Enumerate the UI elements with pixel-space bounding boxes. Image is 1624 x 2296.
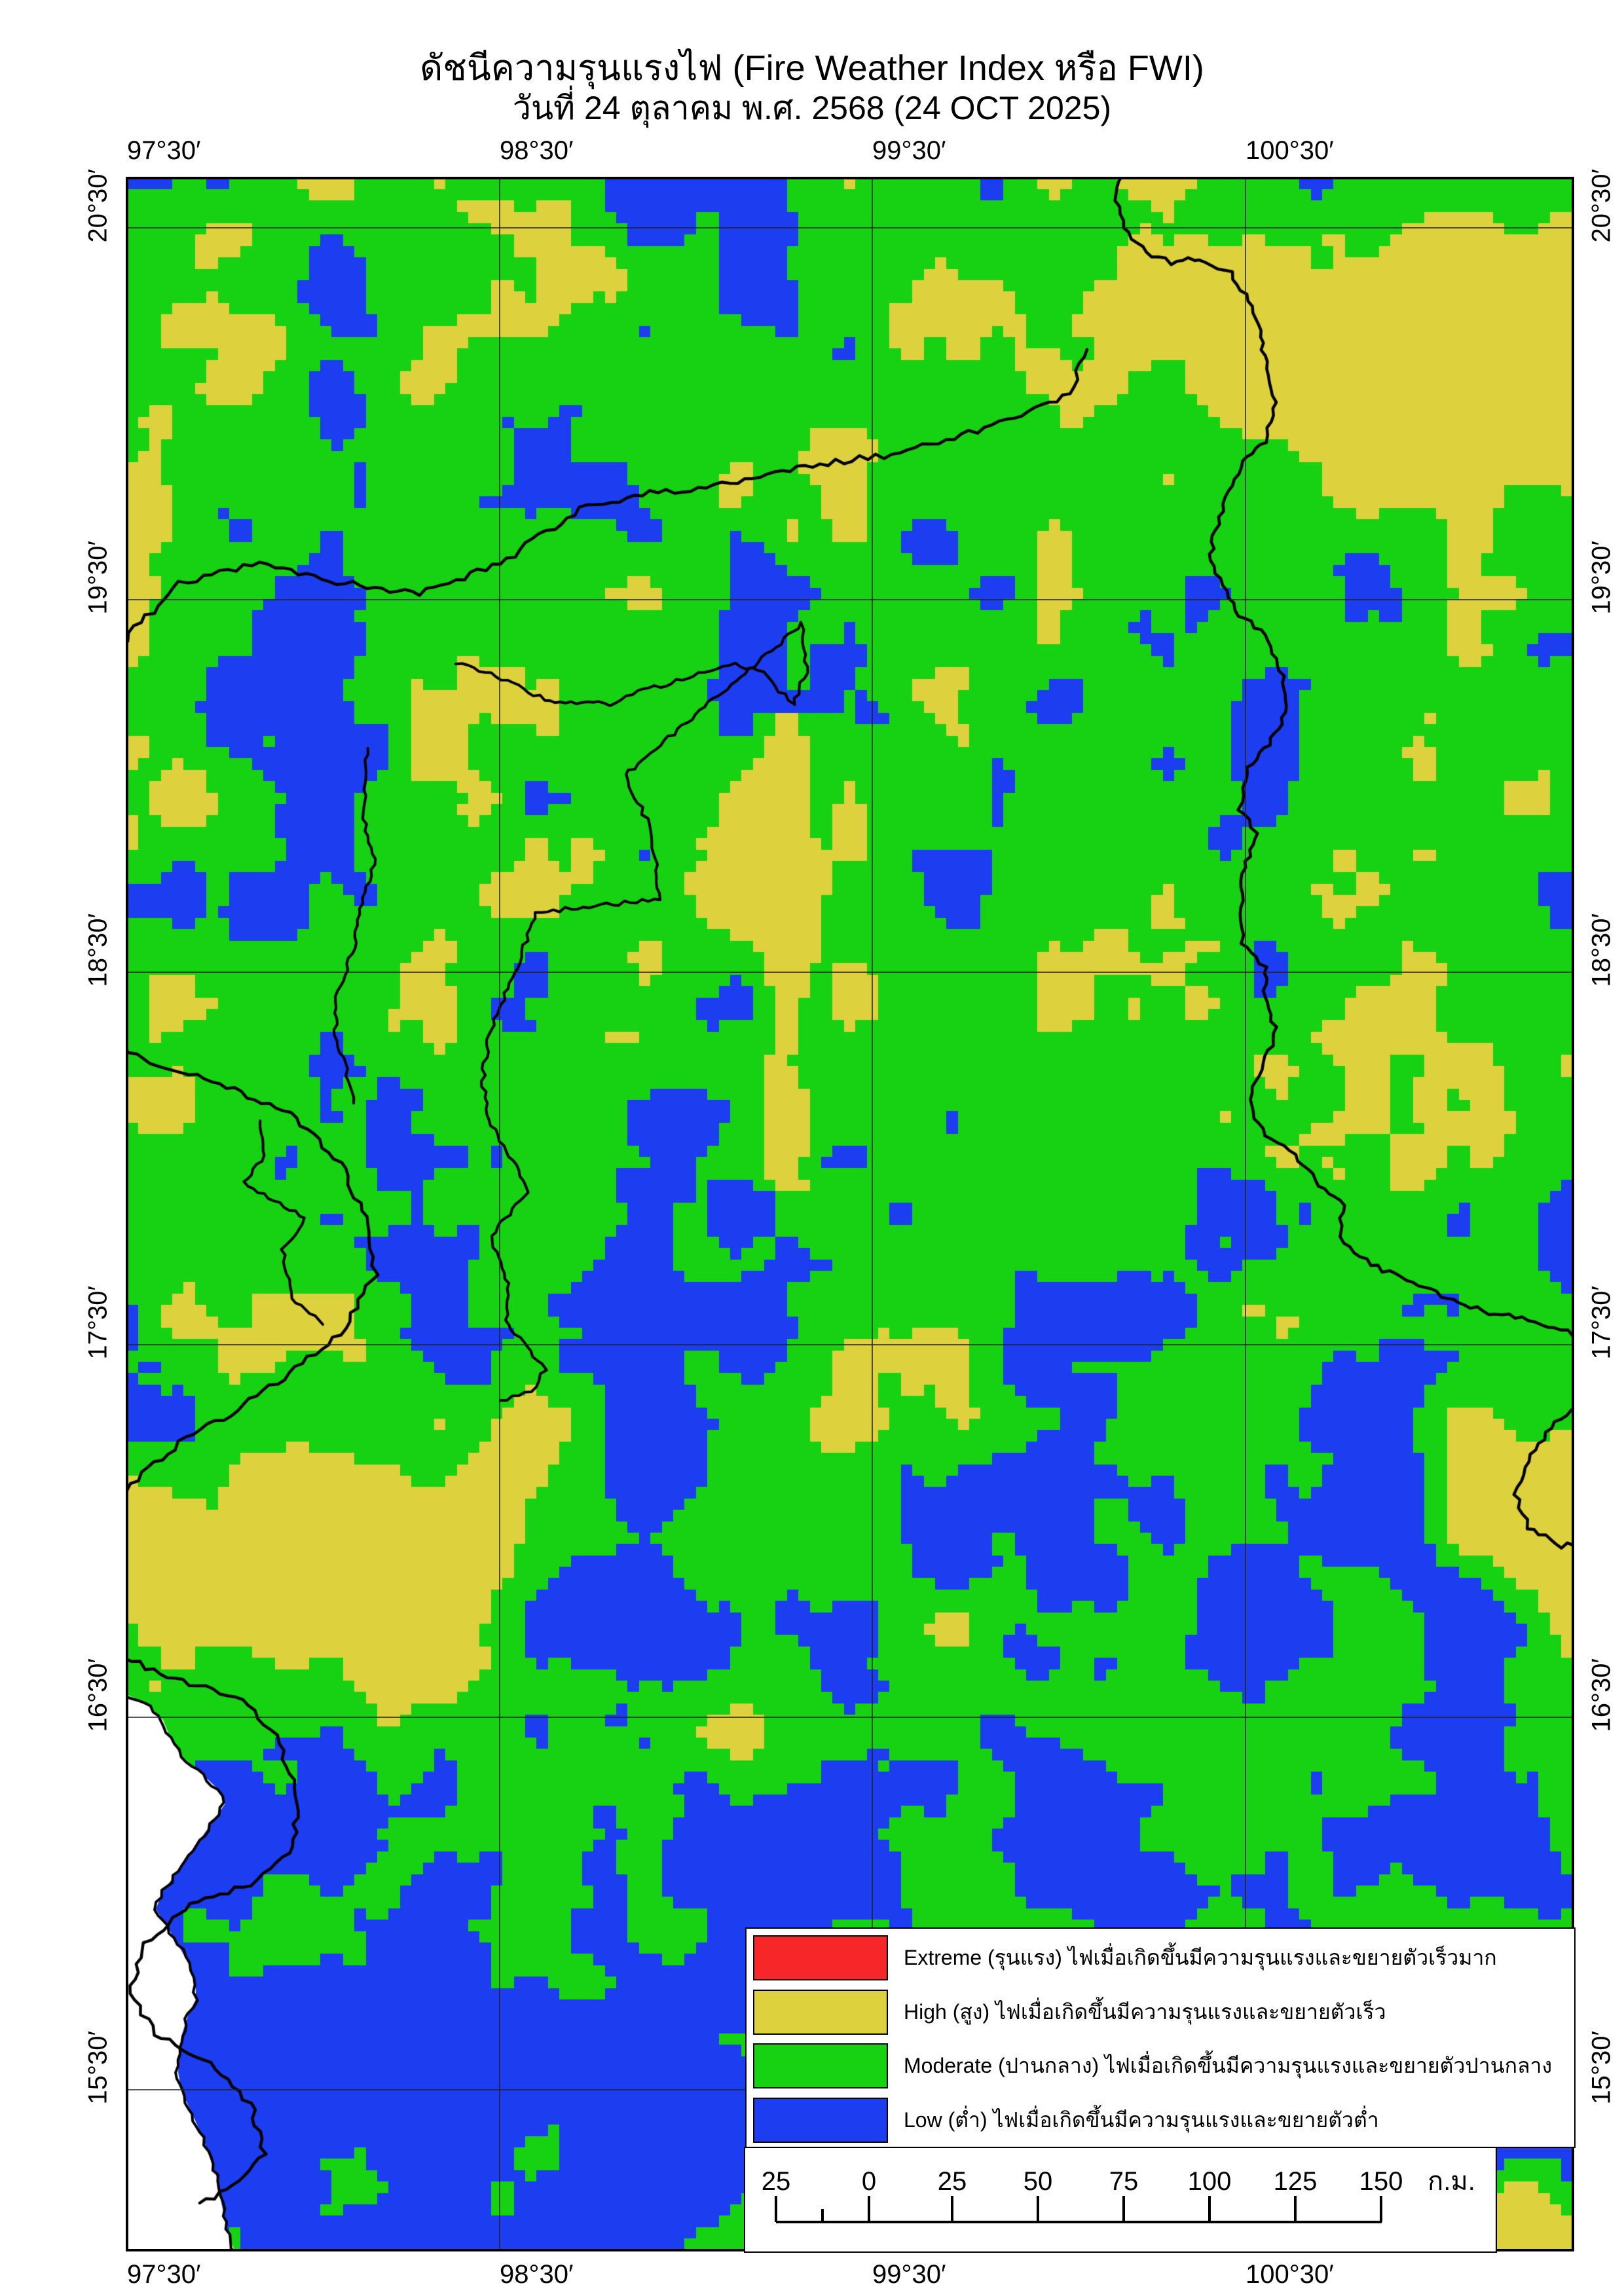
svg-text:ก.ม.: ก.ม.: [1428, 2167, 1475, 2196]
svg-text:75: 75: [1109, 2167, 1139, 2196]
svg-text:150: 150: [1359, 2167, 1403, 2196]
svg-text:25: 25: [762, 2167, 791, 2196]
svg-text:25: 25: [938, 2167, 967, 2196]
svg-text:100: 100: [1188, 2167, 1232, 2196]
svg-text:0: 0: [862, 2167, 876, 2196]
svg-text:50: 50: [1024, 2167, 1053, 2196]
svg-text:125: 125: [1274, 2167, 1318, 2196]
